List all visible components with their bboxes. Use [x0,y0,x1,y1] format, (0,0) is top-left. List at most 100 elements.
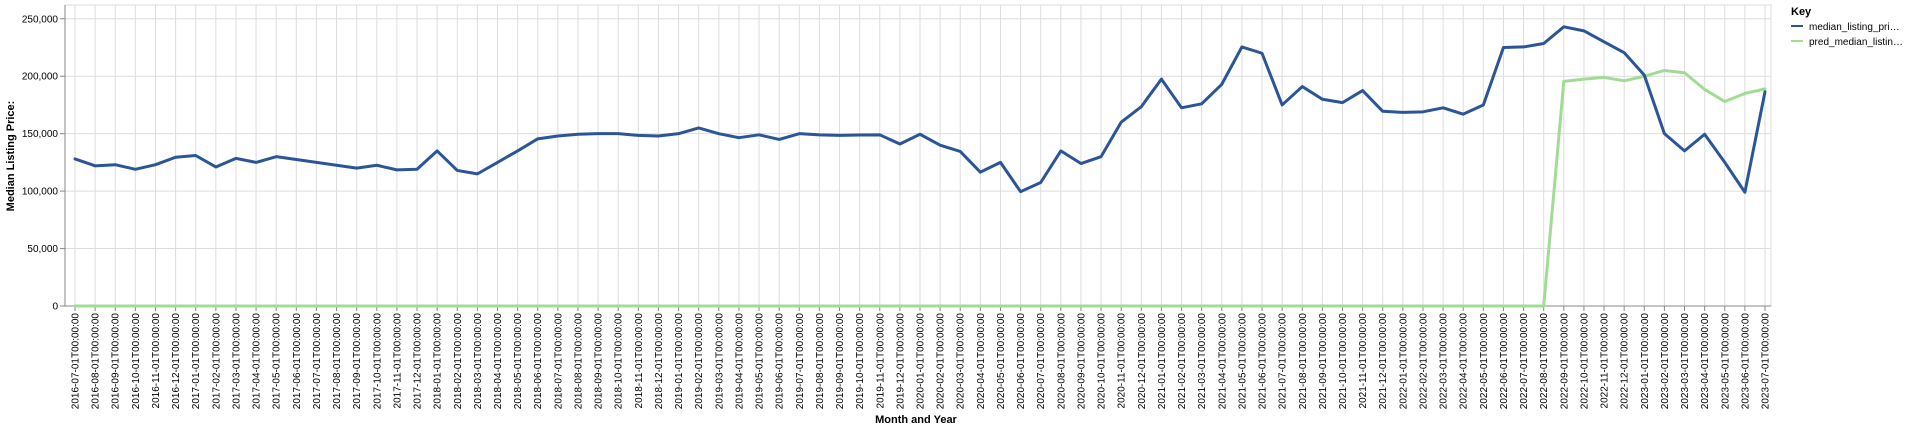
x-tick-labels: 2016-07-01T00:00:00 2016-08-01T00:00:00 20… [71,313,1772,410]
x-tick-label: 2016-11-01T00:00:00 [151,313,162,409]
y-tick-label: 200,000 [22,72,59,83]
x-tick-label: 2016-10-01T00:00:00 [131,313,142,410]
x-tick-label: 2018-07-01T00:00:00 [553,313,564,410]
x-tick-label: 2021-08-01T00:00:00 [1298,313,1309,410]
y-tick-label: 100,000 [22,187,59,198]
x-tick-label: 2023-05-01T00:00:00 [1720,313,1731,410]
x-tick-label: 2017-07-01T00:00:00 [312,313,323,410]
x-tick-label: 2017-11-01T00:00:00 [392,313,403,409]
x-tick-label: 2019-09-01T00:00:00 [835,313,846,410]
x-tick-label: 2017-02-01T00:00:00 [211,313,222,410]
x-tick-label: 2021-11-01T00:00:00 [1358,313,1369,409]
x-tick-label: 2018-02-01T00:00:00 [453,313,464,410]
x-tick-label: 2022-11-01T00:00:00 [1600,313,1611,409]
y-tick-label: 50,000 [27,244,58,255]
x-tick-label: 2019-08-01T00:00:00 [815,313,826,410]
x-tick-label: 2018-09-01T00:00:00 [594,313,605,410]
x-tick-label: 2018-03-01T00:00:00 [473,313,484,410]
x-tick-label: 2022-02-01T00:00:00 [1418,313,1429,410]
x-tick-label: 2020-12-01T00:00:00 [1137,313,1148,410]
legend-label-pred: pred_median_listin… [1809,37,1903,48]
x-tick-label: 2022-06-01T00:00:00 [1499,313,1510,410]
x-tick-label: 2019-12-01T00:00:00 [895,313,906,410]
x-tick-label: 2018-11-01T00:00:00 [634,313,645,409]
x-tick-label: 2017-09-01T00:00:00 [352,313,363,410]
legend: Key median_listing_pri… pred_median_list… [1791,6,1903,48]
x-axis-title: Month and Year [875,414,957,426]
x-tick-label: 2018-01-01T00:00:00 [433,313,444,410]
x-tick-label: 2019-02-01T00:00:00 [694,313,705,410]
y-tick-labels: 0 50,000 100,000 150,000 200,000 250,000 [22,14,59,312]
x-tick-label: 2019-04-01T00:00:00 [734,313,745,410]
x-tick-label: 2017-05-01T00:00:00 [272,313,283,410]
x-tick-label: 2021-10-01T00:00:00 [1338,313,1349,410]
x-tick-label: 2021-07-01T00:00:00 [1278,313,1289,410]
x-tick-label: 2018-08-01T00:00:00 [573,313,584,410]
x-tick-label: 2021-03-01T00:00:00 [1197,313,1208,410]
x-tick-label: 2022-04-01T00:00:00 [1459,313,1470,410]
x-tick-label: 2023-02-01T00:00:00 [1660,313,1671,410]
x-tick-label: 2020-08-01T00:00:00 [1056,313,1067,410]
x-tick-label: 2021-02-01T00:00:00 [1177,313,1188,410]
x-tick-label: 2023-01-01T00:00:00 [1640,313,1651,410]
x-tick-label: 2020-05-01T00:00:00 [996,313,1007,410]
x-tick-label: 2021-04-01T00:00:00 [1217,313,1228,410]
x-tick-label: 2022-05-01T00:00:00 [1479,313,1490,410]
x-tick-label: 2020-09-01T00:00:00 [1076,313,1087,410]
x-tick-label: 2018-04-01T00:00:00 [493,313,504,410]
y-tick-label: 250,000 [22,14,59,25]
x-tick-label: 2020-04-01T00:00:00 [976,313,987,410]
x-tick-label: 2022-09-01T00:00:00 [1559,313,1570,410]
x-tick-label: 2020-07-01T00:00:00 [1036,313,1047,410]
x-tick-label: 2022-08-01T00:00:00 [1539,313,1550,410]
x-tick-label: 2023-03-01T00:00:00 [1680,313,1691,410]
x-tick-label: 2021-09-01T00:00:00 [1318,313,1329,410]
x-tick-label: 2021-05-01T00:00:00 [1237,313,1248,410]
x-tick-label: 2017-10-01T00:00:00 [372,313,383,410]
x-tick-label: 2016-08-01T00:00:00 [91,313,102,410]
x-tick-label: 2019-01-01T00:00:00 [674,313,685,410]
legend-label-median: median_listing_pri… [1809,22,1900,33]
x-tick-label: 2020-11-01T00:00:00 [1117,313,1128,409]
x-tick-label: 2022-07-01T00:00:00 [1519,313,1530,410]
x-tick-label: 2019-03-01T00:00:00 [714,313,725,410]
x-tick-label: 2020-06-01T00:00:00 [1016,313,1027,410]
plot-frame [64,4,1772,307]
x-tick-label: 2022-03-01T00:00:00 [1439,313,1450,410]
series-line-median-listing-price [73,25,1767,194]
legend-title: Key [1791,6,1812,18]
x-tick-label: 2022-12-01T00:00:00 [1620,313,1631,410]
x-tick-label: 2016-07-01T00:00:00 [71,313,82,410]
x-tick-label: 2017-04-01T00:00:00 [252,313,263,410]
y-axis-title: Median Listing Price: [5,101,17,212]
x-tick-label: 2017-06-01T00:00:00 [292,313,303,410]
x-tick-label: 2023-07-01T00:00:00 [1761,313,1772,410]
x-tick-label: 2021-01-01T00:00:00 [1157,313,1168,410]
x-tick-label: 2023-06-01T00:00:00 [1740,313,1751,410]
x-tick-label: 2021-06-01T00:00:00 [1258,313,1269,410]
gridlines [64,4,1772,307]
x-tick-label: 2020-03-01T00:00:00 [956,313,967,410]
x-tick-label: 2019-05-01T00:00:00 [755,313,766,410]
x-tick-label: 2023-04-01T00:00:00 [1700,313,1711,410]
x-tick-label: 2016-12-01T00:00:00 [171,313,182,410]
x-tick-label: 2022-01-01T00:00:00 [1398,313,1409,410]
x-tick-label: 2020-01-01T00:00:00 [916,313,927,410]
x-tick-label: 2017-03-01T00:00:00 [231,313,242,410]
x-tick-label: 2020-10-01T00:00:00 [1097,313,1108,410]
x-tick-label: 2017-08-01T00:00:00 [332,313,343,410]
x-tick-label: 2019-06-01T00:00:00 [775,313,786,410]
x-tick-label: 2018-12-01T00:00:00 [654,313,665,410]
series-lines [73,25,1767,308]
x-tick-label: 2018-06-01T00:00:00 [533,313,544,410]
x-tick-label: 2019-10-01T00:00:00 [855,313,866,410]
x-tick-label: 2017-12-01T00:00:00 [413,313,424,410]
x-tick-label: 2019-11-01T00:00:00 [875,313,886,409]
x-tick-label: 2020-02-01T00:00:00 [936,313,947,410]
y-tick-label: 0 [52,302,58,313]
x-tick-label: 2016-09-01T00:00:00 [111,313,122,410]
y-tick-label: 150,000 [22,129,59,140]
x-tick-label: 2017-01-01T00:00:00 [191,313,202,410]
x-tick-label: 2018-05-01T00:00:00 [513,313,524,410]
